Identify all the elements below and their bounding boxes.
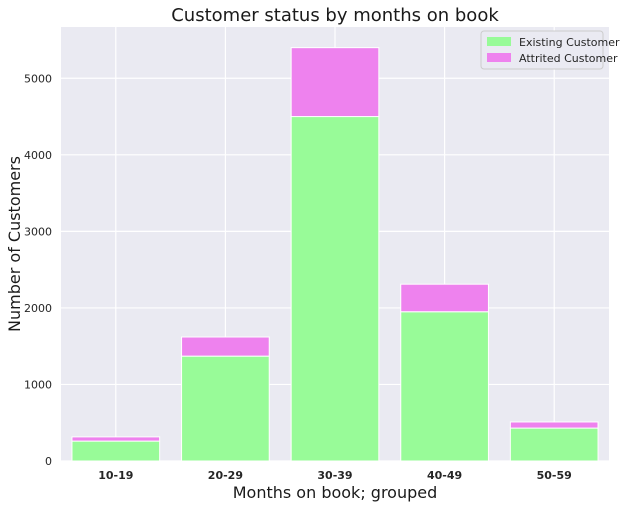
bar-existing-customer-30-39 bbox=[290, 116, 380, 462]
x-tick-label: 10-19 bbox=[98, 469, 133, 482]
x-tick-label: 40-49 bbox=[427, 469, 462, 482]
y-tick-label: 0 bbox=[45, 455, 52, 468]
y-tick-label: 5000 bbox=[24, 72, 52, 85]
legend: Existing Customer Attrited Customer bbox=[480, 30, 620, 70]
bar-attrited-customer-30-39 bbox=[290, 47, 380, 118]
x-axis-ticks: 10-19 20-29 30-39 40-49 50-59 bbox=[98, 469, 572, 482]
bars bbox=[71, 47, 599, 462]
y-tick-label: 4000 bbox=[24, 149, 52, 162]
bar-attrited-customer-50-59 bbox=[509, 421, 599, 429]
y-tick-label: 1000 bbox=[24, 378, 52, 391]
legend-swatch bbox=[487, 53, 511, 62]
y-tick-label: 3000 bbox=[24, 225, 52, 238]
x-tick-label: 50-59 bbox=[537, 469, 572, 482]
y-axis-label: Number of Customers bbox=[5, 156, 24, 332]
x-tick-label: 30-39 bbox=[317, 469, 352, 482]
bar-attrited-customer-40-49 bbox=[400, 283, 489, 313]
x-axis-label: Months on book; grouped bbox=[233, 483, 438, 502]
y-axis-ticks: 0 1000 2000 3000 4000 5000 bbox=[24, 72, 52, 468]
bar-existing-customer-40-49 bbox=[400, 311, 489, 462]
bar-attrited-customer-10-19 bbox=[71, 436, 161, 442]
legend-label: Existing Customer bbox=[519, 36, 620, 49]
y-tick-label: 2000 bbox=[24, 302, 52, 315]
bar-existing-customer-20-29 bbox=[181, 355, 270, 462]
bar-attrited-customer-20-29 bbox=[181, 336, 270, 357]
legend-swatch bbox=[487, 37, 511, 46]
legend-box bbox=[480, 30, 604, 70]
x-tick-label: 20-29 bbox=[208, 469, 243, 482]
legend-label: Attrited Customer bbox=[519, 52, 618, 65]
bar-existing-customer-50-59 bbox=[509, 427, 599, 462]
chart-title: Customer status by months on book bbox=[171, 5, 499, 26]
bar-existing-customer-10-19 bbox=[71, 440, 161, 462]
